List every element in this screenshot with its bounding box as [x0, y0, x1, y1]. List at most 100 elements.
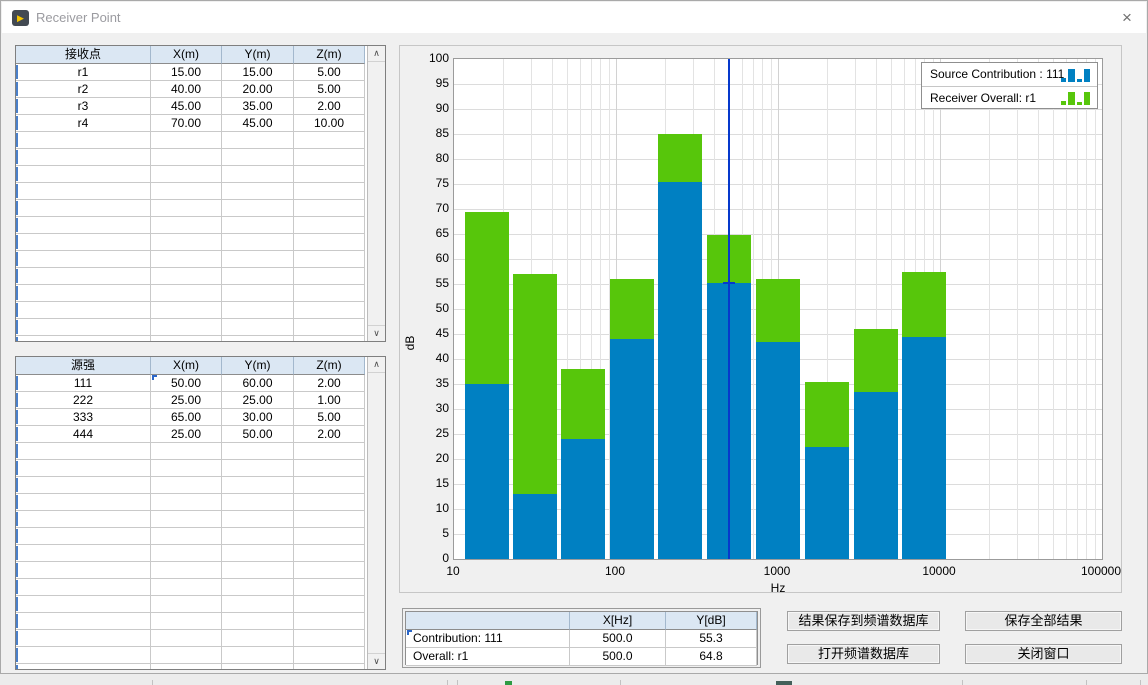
close-window-button[interactable]: 关闭窗口 — [965, 644, 1122, 664]
scroll-down-icon[interactable]: ∨ — [368, 653, 385, 669]
table-cell[interactable] — [16, 132, 151, 149]
table-cell[interactable] — [151, 647, 222, 664]
table-cell[interactable] — [151, 443, 222, 460]
table-cell[interactable] — [294, 443, 365, 460]
table-row[interactable] — [16, 630, 367, 647]
table-row[interactable] — [16, 460, 367, 477]
table-cell[interactable]: 2.00 — [294, 375, 365, 392]
table-cell[interactable] — [151, 149, 222, 166]
table-cell[interactable] — [16, 166, 151, 183]
table-cell[interactable] — [16, 647, 151, 664]
table-cell[interactable] — [151, 562, 222, 579]
table-cell[interactable] — [151, 336, 222, 341]
table-cell[interactable] — [222, 285, 294, 302]
table-cell[interactable] — [222, 200, 294, 217]
cursor-table-row[interactable]: Contribution: 111 500.0 55.3 — [406, 630, 757, 648]
table-row[interactable] — [16, 596, 367, 613]
table-cell[interactable] — [222, 166, 294, 183]
table-cell[interactable] — [222, 319, 294, 336]
cursor-line[interactable] — [728, 59, 731, 559]
table-cell[interactable] — [294, 596, 365, 613]
table-row[interactable] — [16, 217, 367, 234]
table-cell[interactable] — [294, 613, 365, 630]
table-cell[interactable] — [222, 528, 294, 545]
table-cell[interactable] — [16, 234, 151, 251]
table-row[interactable] — [16, 336, 367, 341]
table-cell[interactable]: Overall: r1 — [406, 648, 570, 666]
table-cell[interactable]: 444 — [16, 426, 151, 443]
table-row[interactable] — [16, 443, 367, 460]
table-cell[interactable]: 500.0 — [570, 630, 666, 648]
table-row[interactable]: 222 25.00 25.00 1.00 — [16, 392, 367, 409]
table-cell[interactable]: 333 — [16, 409, 151, 426]
table-cell[interactable] — [222, 494, 294, 511]
table-row[interactable] — [16, 251, 367, 268]
table-cell[interactable]: 1.00 — [294, 392, 365, 409]
scroll-up-icon[interactable]: ∧ — [368, 46, 385, 62]
save-to-spectrum-db-button[interactable]: 结果保存到频谱数据库 — [787, 611, 940, 631]
table-cell[interactable] — [151, 460, 222, 477]
table-cell[interactable] — [294, 251, 365, 268]
table-cell[interactable] — [151, 200, 222, 217]
table-cell[interactable] — [16, 664, 151, 669]
table-cell[interactable]: 5.00 — [294, 81, 365, 98]
table-cell[interactable] — [151, 545, 222, 562]
table-row[interactable] — [16, 528, 367, 545]
table-cell[interactable]: 64.8 — [666, 648, 757, 666]
table-cell[interactable] — [294, 460, 365, 477]
table-cell[interactable] — [151, 319, 222, 336]
table-cell[interactable] — [151, 596, 222, 613]
table-cell[interactable] — [16, 596, 151, 613]
table-cell[interactable] — [222, 511, 294, 528]
table-cell[interactable] — [16, 285, 151, 302]
table-cell[interactable] — [222, 460, 294, 477]
save-all-results-button[interactable]: 保存全部结果 — [965, 611, 1122, 631]
table-row[interactable]: r2 40.00 20.00 5.00 — [16, 81, 367, 98]
table-cell[interactable] — [222, 562, 294, 579]
table-cell[interactable]: 45.00 — [222, 115, 294, 132]
table-cell[interactable] — [294, 664, 365, 669]
table-cell[interactable] — [151, 183, 222, 200]
table-cell[interactable]: 2.00 — [294, 426, 365, 443]
table-cell[interactable] — [16, 251, 151, 268]
table-row[interactable] — [16, 132, 367, 149]
table-cell[interactable] — [294, 579, 365, 596]
table-cell[interactable]: 15.00 — [151, 64, 222, 81]
open-spectrum-db-button[interactable]: 打开频谱数据库 — [787, 644, 940, 664]
table-cell[interactable] — [222, 149, 294, 166]
table-cell[interactable] — [16, 217, 151, 234]
table-cell[interactable] — [294, 132, 365, 149]
table-cell[interactable] — [16, 562, 151, 579]
table-cell[interactable] — [294, 302, 365, 319]
table-cell[interactable] — [151, 251, 222, 268]
table-row[interactable] — [16, 579, 367, 596]
table-row[interactable] — [16, 562, 367, 579]
table-cell[interactable] — [222, 268, 294, 285]
table-cell[interactable] — [16, 336, 151, 341]
table-cell[interactable] — [16, 149, 151, 166]
table-cell[interactable]: 25.00 — [151, 426, 222, 443]
table-cell[interactable] — [16, 460, 151, 477]
table-cell[interactable]: 20.00 — [222, 81, 294, 98]
table-row[interactable] — [16, 166, 367, 183]
cursor-table-row[interactable]: Overall: r1 500.0 64.8 — [406, 648, 757, 666]
table-cell[interactable] — [222, 183, 294, 200]
table-cell[interactable] — [16, 630, 151, 647]
table-cell[interactable] — [151, 528, 222, 545]
table-cell[interactable]: 500.0 — [570, 648, 666, 666]
table-cell[interactable]: 10.00 — [294, 115, 365, 132]
table-row[interactable] — [16, 647, 367, 664]
table-cell[interactable] — [16, 494, 151, 511]
table-cell[interactable] — [222, 234, 294, 251]
table-cell[interactable] — [222, 664, 294, 669]
table-cell[interactable]: r4 — [16, 115, 151, 132]
table-cell[interactable] — [222, 336, 294, 341]
table-cell[interactable] — [294, 562, 365, 579]
table-cell[interactable]: r2 — [16, 81, 151, 98]
legend-item[interactable]: Source Contribution : 111 — [922, 63, 1097, 86]
table-cell[interactable] — [151, 234, 222, 251]
table-cell[interactable]: 65.00 — [151, 409, 222, 426]
table-cell[interactable] — [222, 647, 294, 664]
table-row[interactable]: r1 15.00 15.00 5.00 — [16, 64, 367, 81]
table-cell[interactable] — [16, 613, 151, 630]
